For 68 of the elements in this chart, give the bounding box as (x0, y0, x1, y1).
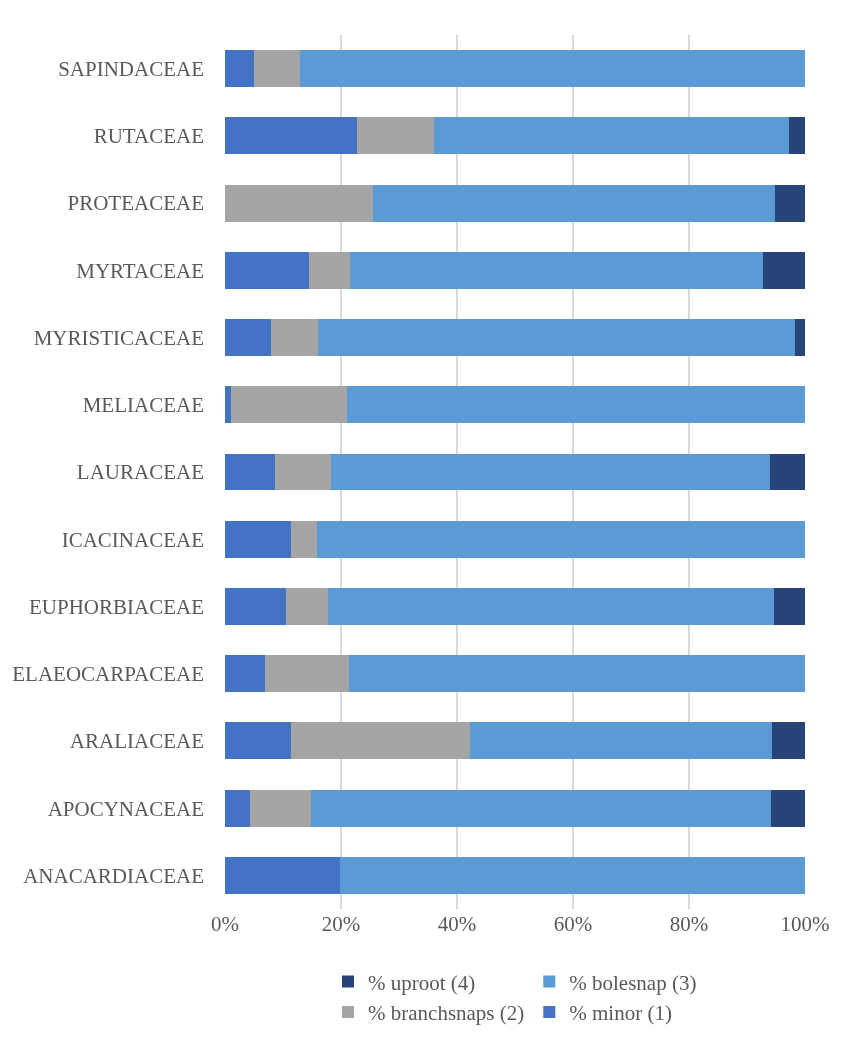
y-tick-label: APOCYNACEAE (47, 796, 204, 821)
y-tick-label: ANACARDIACEAE (23, 863, 204, 888)
y-tick-label: PROTEACEAE (67, 191, 204, 216)
y-tick-label: LAURACEAE (76, 460, 204, 485)
legend-label: % uproot (4) (368, 970, 476, 995)
bar (372, 184, 776, 222)
legend-label: % minor (1) (569, 1001, 672, 1026)
bar (225, 789, 250, 827)
bar (225, 520, 291, 558)
bar (762, 251, 805, 289)
x-tick-label: 0% (211, 912, 239, 936)
bar (795, 319, 805, 357)
x-tick-label: 40% (437, 912, 477, 936)
bar (788, 117, 805, 155)
bar (775, 184, 805, 222)
y-tick-label: MYRTACEAE (76, 258, 204, 283)
y-tick-label: MYRISTICACEAE (33, 325, 204, 350)
bar (225, 319, 271, 357)
bar (771, 722, 805, 760)
bar (470, 722, 772, 760)
bar (300, 50, 805, 88)
bar (311, 789, 771, 827)
bar (317, 319, 796, 357)
y-tick-label: ARALIACEAE (69, 729, 204, 754)
y-tick-label: ICACINACEAE (61, 527, 204, 552)
bar (285, 587, 329, 625)
bar (225, 251, 309, 289)
bar (331, 453, 770, 491)
bar (274, 453, 332, 491)
bar (225, 587, 286, 625)
bar (357, 117, 435, 155)
bar (265, 655, 350, 693)
x-tick-label: 80% (669, 912, 709, 936)
bar (225, 117, 358, 155)
y-tick-label: RUTACEAE (93, 124, 204, 149)
bar (225, 386, 232, 424)
x-tick-label: 100% (780, 912, 830, 936)
bar (225, 655, 266, 693)
bar (317, 520, 805, 558)
x-tick-label: 20% (321, 912, 361, 936)
bar (434, 117, 789, 155)
x-tick-label: 60% (553, 912, 593, 936)
bar (339, 856, 805, 894)
y-tick-label: SAPINDACEAE (58, 56, 204, 81)
legend-label: % bolesnap (3) (569, 970, 697, 995)
bar (249, 789, 312, 827)
bar (225, 453, 275, 491)
y-tick-label: MELIACEAE (82, 393, 204, 418)
bar (773, 587, 805, 625)
y-tick-label: ELAEOCARPACEAE (12, 662, 204, 687)
bar (769, 453, 805, 491)
bar (328, 587, 774, 625)
bar (349, 655, 805, 693)
bar (308, 251, 351, 289)
bar (225, 856, 340, 894)
legend-label: % branchsnaps (2) (368, 1001, 525, 1026)
bar (254, 50, 301, 88)
bar (770, 789, 805, 827)
bar (290, 520, 318, 558)
bar (225, 50, 254, 88)
bar (270, 319, 318, 357)
bar (350, 251, 763, 289)
bar (346, 386, 805, 424)
bar (291, 722, 471, 760)
bar (225, 184, 373, 222)
y-tick-label: EUPHORBIACEAE (28, 594, 204, 619)
bar (231, 386, 347, 424)
bar (225, 722, 292, 760)
